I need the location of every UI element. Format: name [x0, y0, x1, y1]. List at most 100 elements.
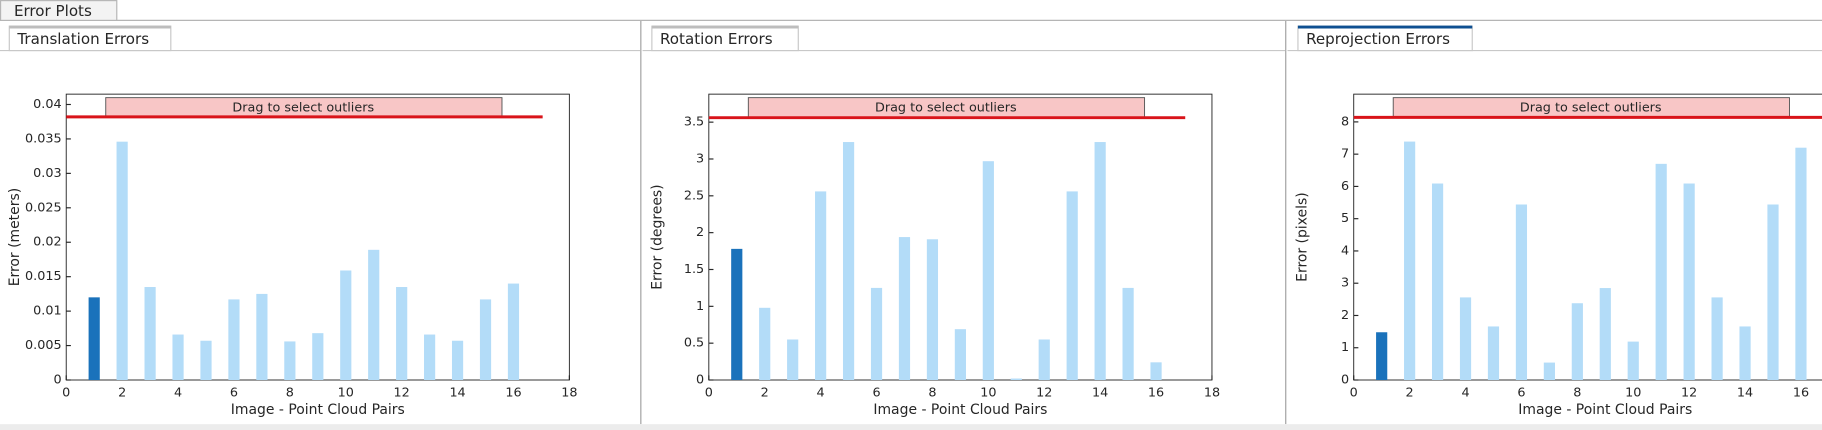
bar[interactable] [312, 333, 324, 381]
bar[interactable] [396, 287, 408, 381]
x-tick-label: 0 [62, 385, 70, 400]
bar[interactable] [982, 161, 994, 381]
x-tick-label: 8 [928, 385, 936, 400]
bar[interactable] [1094, 142, 1106, 381]
bar[interactable] [1739, 326, 1751, 381]
bar[interactable] [1038, 339, 1050, 381]
bar[interactable] [116, 141, 128, 381]
x-tick-label: 14 [1737, 385, 1753, 400]
bar[interactable] [479, 299, 492, 381]
x-tick-label: 2 [1406, 385, 1414, 400]
bar[interactable] [1711, 297, 1723, 381]
y-tick-label: 0.04 [33, 97, 61, 112]
bar[interactable] [926, 239, 939, 381]
x-tick-label: 18 [561, 385, 577, 400]
bar[interactable] [200, 340, 212, 381]
x-tick-label: 12 [1681, 385, 1697, 400]
bar[interactable] [1655, 163, 1667, 381]
bar[interactable] [898, 237, 911, 381]
bar[interactable] [1431, 183, 1444, 381]
y-tick-label: 6 [1341, 179, 1349, 194]
bar[interactable] [1404, 141, 1416, 381]
x-tick-label: 16 [505, 385, 521, 400]
x-axis-label: Image - Point Cloud Pairs [231, 402, 405, 418]
bar[interactable] [1459, 297, 1472, 381]
bar[interactable] [1487, 326, 1500, 381]
x-tick-label: 0 [1350, 385, 1358, 400]
bar[interactable] [954, 329, 966, 381]
x-tick-label: 14 [1092, 385, 1108, 400]
panel-tab[interactable] [651, 25, 799, 52]
y-axis-label: Error (meters) [7, 188, 23, 286]
x-tick-label: 6 [1517, 385, 1525, 400]
x-tick-label: 16 [1793, 385, 1809, 400]
bar[interactable] [1515, 204, 1528, 381]
y-tick-label: 5 [1341, 211, 1349, 226]
bar[interactable] [451, 340, 464, 381]
bar[interactable] [1795, 147, 1807, 381]
x-tick-label: 12 [394, 385, 410, 400]
x-tick-label: 6 [872, 385, 880, 400]
bar[interactable] [424, 334, 436, 381]
x-tick-label: 4 [817, 385, 825, 400]
y-tick-label: 0.035 [25, 131, 62, 146]
x-tick-label: 8 [286, 385, 294, 400]
y-tick-label: 3 [1341, 276, 1349, 291]
bar[interactable] [870, 287, 883, 381]
bar[interactable] [256, 293, 268, 381]
bar[interactable] [507, 283, 520, 381]
y-tick-label: 8 [1341, 114, 1349, 129]
panel-tab-label: Reprojection Errors [1306, 30, 1450, 48]
panel-tab[interactable] [1297, 25, 1473, 52]
y-tick-label: 0.5 [684, 336, 704, 351]
y-tick-label: 7 [1341, 147, 1349, 162]
x-tick-label: 6 [230, 385, 238, 400]
y-tick-label: 2.5 [684, 188, 704, 203]
x-tick-label: 8 [1573, 385, 1581, 400]
x-tick-label: 4 [1461, 385, 1469, 400]
x-axis-label: Image - Point Cloud Pairs [1518, 402, 1692, 418]
bar[interactable] [787, 339, 799, 381]
bar[interactable] [1571, 303, 1583, 381]
bar[interactable] [340, 270, 352, 381]
bar[interactable] [1767, 204, 1779, 381]
bar[interactable] [1376, 332, 1388, 381]
x-tick-label: 10 [1625, 385, 1641, 400]
x-tick-label: 0 [705, 385, 713, 400]
bar[interactable] [1599, 288, 1611, 381]
x-tick-label: 16 [1148, 385, 1164, 400]
bar[interactable] [1066, 191, 1078, 381]
y-tick-label: 0.025 [25, 200, 62, 215]
axes-box [1353, 93, 1822, 381]
bar[interactable] [1683, 183, 1695, 381]
bar[interactable] [842, 142, 855, 381]
y-tick-label: 2 [696, 225, 704, 240]
bar[interactable] [228, 299, 240, 381]
bar[interactable] [815, 191, 827, 381]
y-tick-label: 0.01 [33, 304, 61, 319]
x-tick-label: 2 [118, 385, 126, 400]
x-tick-label: 2 [761, 385, 769, 400]
bar[interactable] [368, 249, 380, 381]
bar[interactable] [1122, 287, 1134, 381]
bar[interactable] [144, 287, 156, 381]
bar[interactable] [172, 334, 184, 381]
main-tab[interactable] [0, 0, 118, 21]
bar[interactable] [88, 297, 100, 381]
bar[interactable] [284, 341, 296, 381]
bar[interactable] [1627, 341, 1639, 381]
x-tick-label: 18 [1204, 385, 1220, 400]
panel-tab-label: Translation Errors [16, 30, 149, 48]
y-tick-label: 1 [1341, 340, 1349, 355]
x-axis-label: Image - Point Cloud Pairs [873, 402, 1047, 418]
bar[interactable] [1543, 362, 1555, 381]
outlier-selector-label: Drag to select outliers [232, 101, 374, 116]
bar[interactable] [1150, 362, 1162, 381]
bar[interactable] [759, 307, 771, 381]
y-tick-label: 0.005 [25, 338, 62, 353]
bar[interactable] [731, 248, 743, 381]
bar[interactable] [1010, 378, 1022, 381]
x-tick-label: 14 [449, 385, 465, 400]
outlier-selector-label: Drag to select outliers [1520, 101, 1662, 116]
